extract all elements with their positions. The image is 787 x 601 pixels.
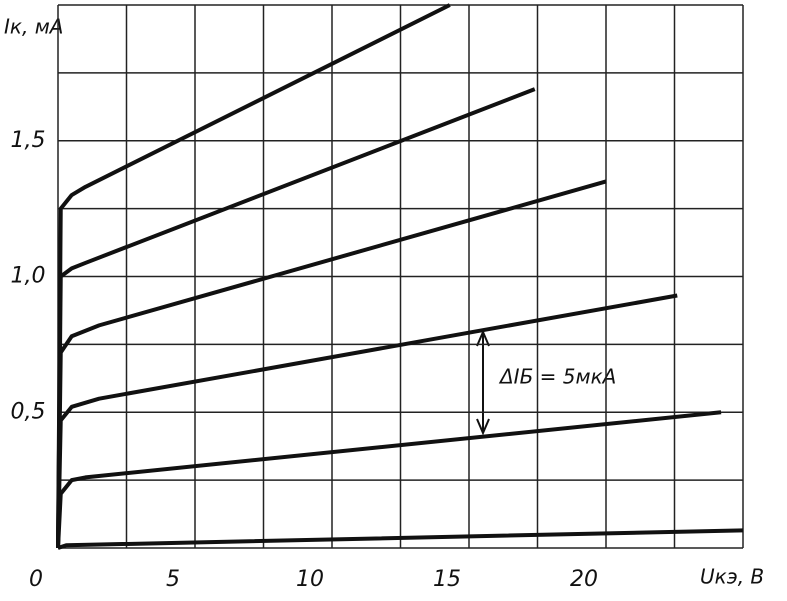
annotation-arrow (476, 329, 490, 436)
x-tick-label: 20 (570, 567, 598, 592)
x-tick-label: 15 (433, 567, 461, 592)
annotation: ΔIБ = 5мкА (498, 365, 616, 389)
curve (56, 293, 678, 549)
y-tick-label: 1,5 (11, 128, 46, 153)
y-tick-label: 1,0 (11, 264, 46, 289)
x-tick-label: 10 (296, 567, 324, 592)
y-tick-label: 0,5 (11, 399, 46, 424)
x-tick-label: 0 (29, 567, 43, 592)
curve (56, 3, 451, 549)
x-tick-label: 5 (166, 567, 180, 592)
y-axis-label: Iк, мА (4, 15, 63, 39)
curve (57, 528, 744, 550)
x-axis-label: Uкэ, В (700, 565, 764, 589)
